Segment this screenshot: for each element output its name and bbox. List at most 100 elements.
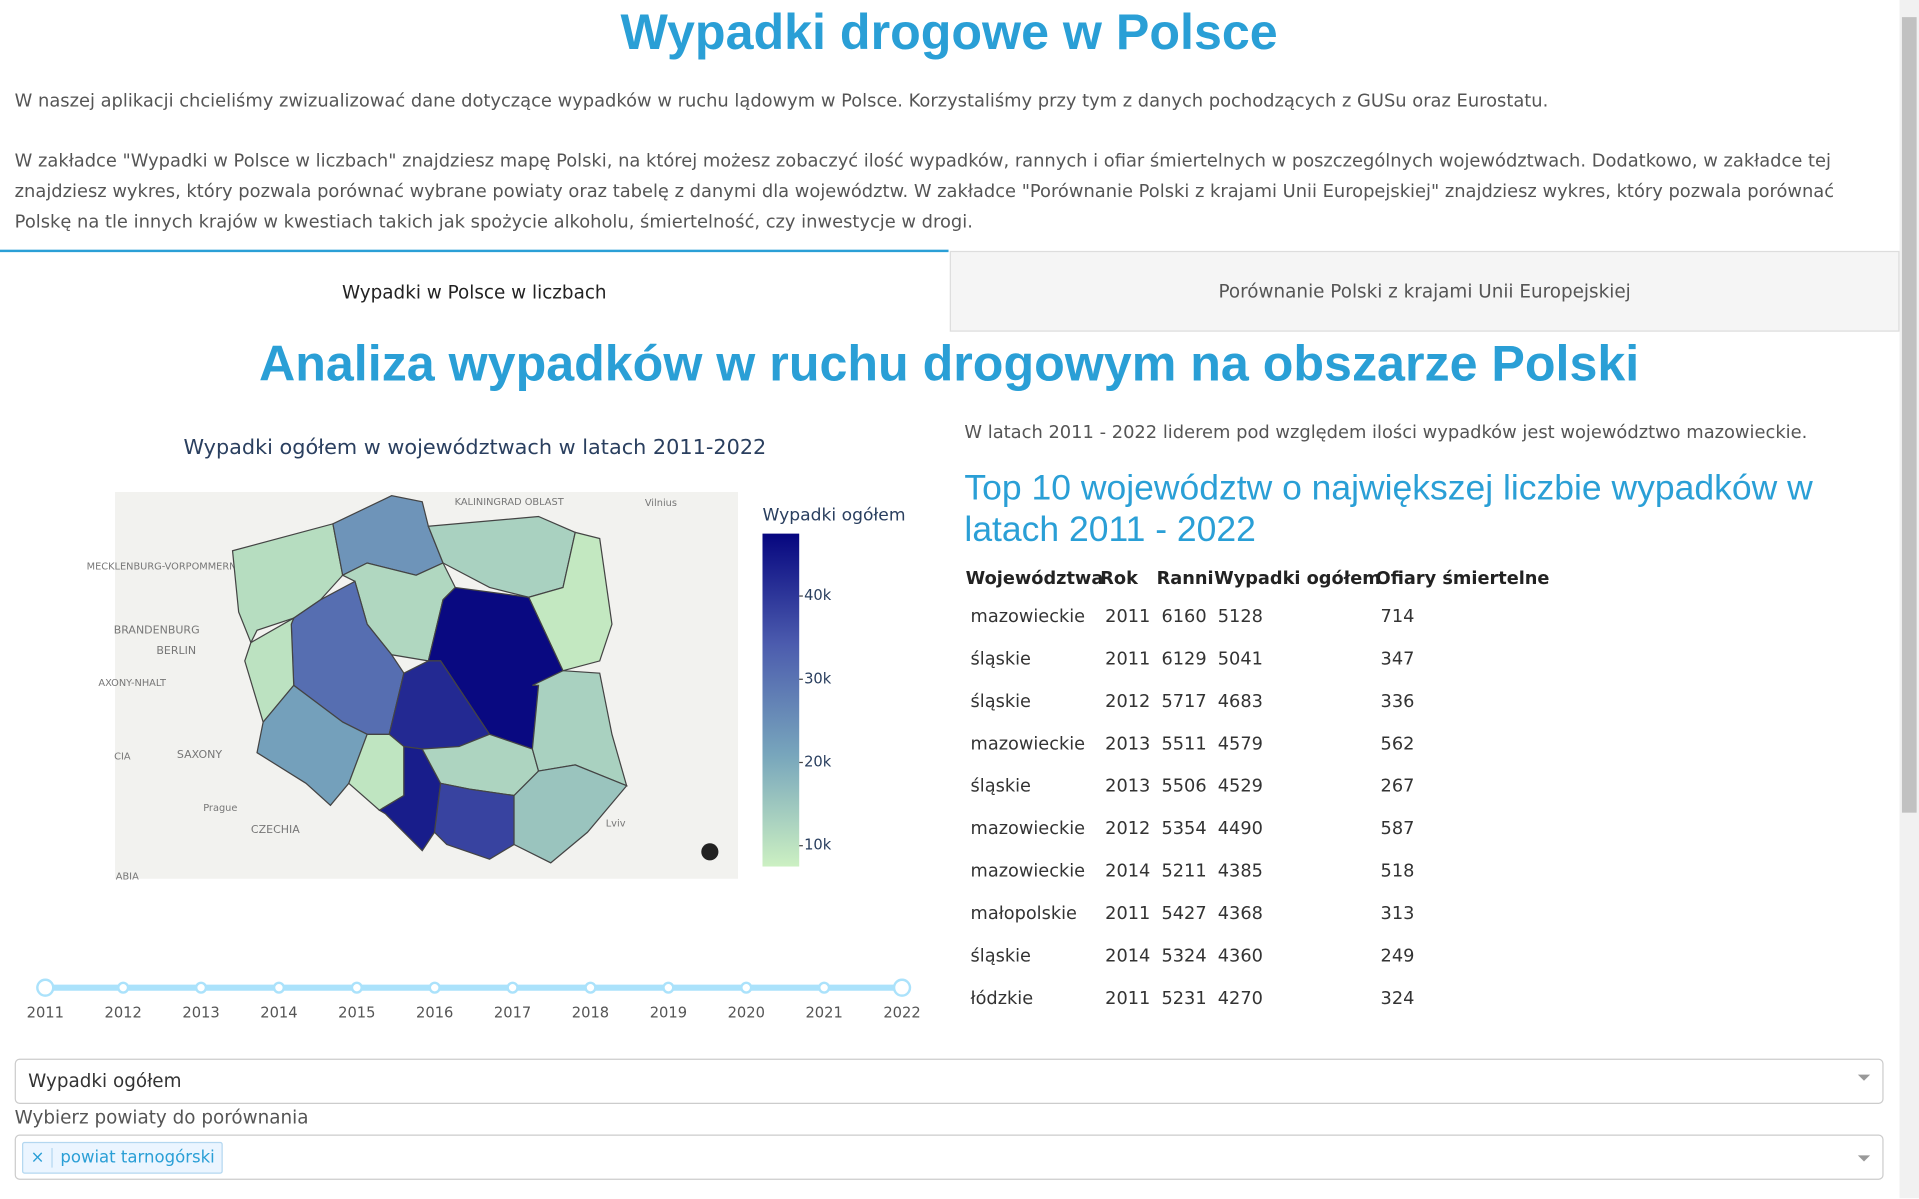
slider-handle[interactable] (36, 978, 55, 997)
tab[interactable]: Wypadki w Polsce w liczbach (0, 249, 949, 333)
table-cell: 4270 (1218, 989, 1263, 1009)
table-cell: mazowieckie (971, 819, 1086, 839)
section-title: Analiza wypadków w ruchu drogowym na obs… (259, 335, 1640, 392)
map-label: MECKLENBURG-VORPOMMERN (87, 562, 237, 573)
map-label: SAXONY (177, 748, 222, 761)
map-label: CIA (114, 751, 131, 762)
table-cell: 518 (1381, 862, 1415, 882)
table-cell: małopolskie (971, 904, 1077, 924)
region (513, 764, 628, 864)
map-label: BRANDENBURG (114, 623, 200, 636)
slider-mark (584, 981, 597, 994)
table-cell: 347 (1381, 649, 1415, 669)
table-cell: mazowieckie (971, 862, 1086, 882)
table-cell: 5717 (1161, 692, 1206, 712)
table-cell: mazowieckie (971, 734, 1086, 754)
intro: W naszej aplikacji chcieliśmy zwizualizo… (14, 90, 1549, 112)
caret (1857, 1155, 1871, 1162)
colorbar-tick-label: 20k (804, 753, 832, 770)
table-title: Top 10 województw o największej liczbie … (964, 468, 1813, 550)
table-cell: 6129 (1161, 649, 1206, 669)
table-cell: 324 (1381, 989, 1415, 1009)
slider-mark (818, 981, 831, 994)
table-cell: 714 (1381, 607, 1415, 627)
colorbar-tick-label: 10k (804, 837, 832, 854)
table-cell: 267 (1381, 777, 1415, 797)
table-cell: 2011 (1105, 989, 1150, 1009)
multi-select[interactable]: × powiat tarnogórski (14, 1134, 1884, 1180)
scroll-thumb[interactable] (1901, 17, 1917, 813)
region (527, 531, 613, 672)
slider-label: 2011 (27, 1004, 64, 1021)
colorbar-tick-label: 30k (804, 670, 832, 687)
table-cell: 4385 (1218, 862, 1263, 882)
table-cell: 4529 (1218, 777, 1263, 797)
tag-remove[interactable]: × (23, 1148, 54, 1168)
region (433, 782, 515, 860)
tag: × powiat tarnogórski (22, 1141, 224, 1174)
table-cell: 2013 (1105, 777, 1150, 797)
colorbar-tick-label: 40k (804, 587, 832, 604)
slider-handle[interactable] (892, 978, 912, 997)
map-label: BERLIN (156, 644, 196, 657)
table-cell: śląskie (971, 777, 1031, 797)
table-cell: 2013 (1105, 734, 1150, 754)
slider-label: 2021 (805, 1004, 842, 1021)
table-cell: 2012 (1105, 692, 1150, 712)
slider-mark (117, 981, 130, 994)
table-cell: 2012 (1105, 819, 1150, 839)
slider-label: 2022 (883, 1004, 920, 1021)
map-title: Wypadki ogółem w województwach w latach … (183, 435, 766, 459)
table-header: Rok (1100, 569, 1139, 589)
table-cell: 587 (1381, 819, 1415, 839)
map-label: CZECHIA (251, 823, 300, 836)
tags: × powiat tarnogórski (22, 1141, 224, 1174)
table-cell: 5128 (1218, 607, 1263, 627)
table-header: Ofiary śmiertelne (1376, 569, 1550, 589)
slider-mark (428, 981, 441, 994)
table-cell: śląskie (971, 692, 1031, 712)
table-cell: mazowieckie (971, 607, 1086, 627)
table-cell: 4490 (1218, 819, 1263, 839)
table-cell: 5511 (1161, 734, 1206, 754)
table-cell: 5231 (1161, 989, 1206, 1009)
table-cell: 2014 (1105, 947, 1150, 967)
slider-mark (662, 981, 675, 994)
slider-label: 2013 (182, 1004, 219, 1021)
table-cell: 4579 (1218, 734, 1263, 754)
table-cell: 4683 (1218, 692, 1263, 712)
table-cell: śląskie (971, 947, 1031, 967)
slider-label: 2014 (260, 1004, 297, 1021)
table-header: Wypadki ogółem (1214, 569, 1381, 589)
table-cell: 2014 (1105, 862, 1150, 882)
table-cell: 4368 (1218, 904, 1263, 924)
table-cell: 2011 (1105, 649, 1150, 669)
tab[interactable]: Porównanie Polski z krajami Unii Europej… (949, 250, 1900, 332)
map-label: AXONY-NHALT (98, 678, 166, 689)
slider-label: 2016 (416, 1004, 453, 1021)
dropdown[interactable]: Wypadki ogółem (14, 1058, 1884, 1104)
table-cell: 336 (1381, 692, 1415, 712)
table-cell: 5041 (1218, 649, 1263, 669)
slider-label: 2012 (104, 1004, 141, 1021)
page-title: Wypadki drogowe w Polsce (620, 3, 1278, 60)
slider-mark (506, 981, 519, 994)
table-cell: 5211 (1161, 862, 1206, 882)
slider-label: 2020 (728, 1004, 765, 1021)
slider-mark (350, 981, 363, 994)
table-cell: 2011 (1105, 607, 1150, 627)
graphics: Wypadki ogółem w województwach w latach … (27, 435, 1550, 1021)
scrollbar[interactable] (1899, 0, 1919, 1199)
slider-label: 2015 (338, 1004, 375, 1021)
map-label: Lviv (606, 819, 626, 830)
table-cell: 2011 (1105, 904, 1150, 924)
map-label: Vilnius (645, 498, 677, 509)
slider-mark (194, 981, 208, 994)
table-cell: śląskie (971, 649, 1031, 669)
tag-label: powiat tarnogórski (60, 1148, 215, 1168)
table-cell: 5427 (1161, 904, 1206, 924)
table-cell: 5506 (1161, 777, 1206, 797)
intro: W zakładce "Wypadki w Polsce w liczbach"… (14, 150, 1835, 233)
table-cell: łódzkie (971, 989, 1034, 1009)
slider-label: 2018 (572, 1004, 609, 1021)
